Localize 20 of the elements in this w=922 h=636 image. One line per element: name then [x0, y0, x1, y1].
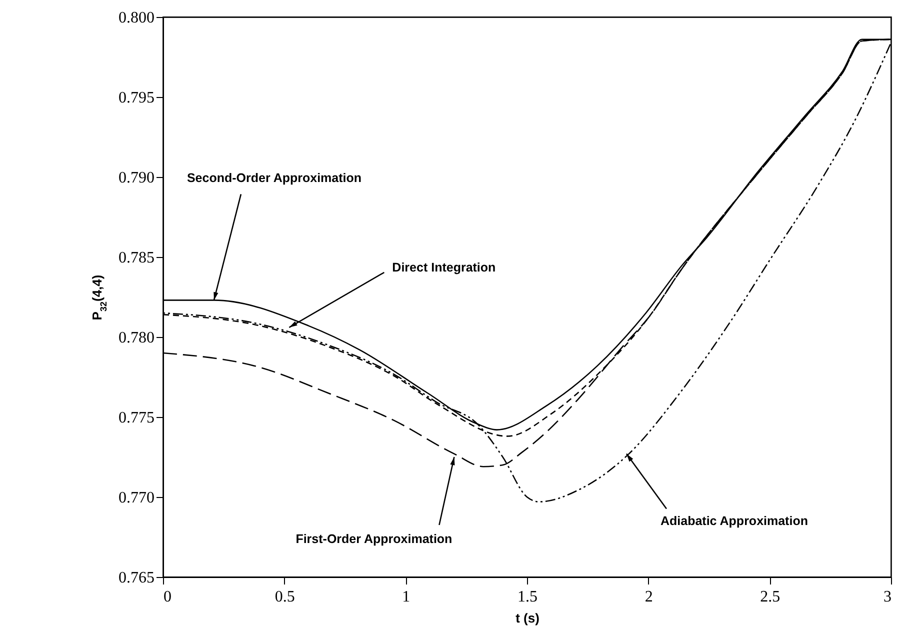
y-tick-label: 0.790 [118, 170, 154, 186]
y-tick-label: 0.785 [118, 250, 154, 266]
annotation: Second-Order Approximation [186, 171, 362, 186]
annotation: Direct Integration [392, 260, 496, 274]
y-tick-label: 0.775 [118, 410, 154, 426]
x-tick-label: 1.5 [518, 588, 538, 606]
x-tick-label: 2.5 [760, 588, 780, 606]
x-tick-label: 2 [644, 588, 653, 606]
annotation: Adiabatic Approximation [660, 514, 808, 528]
x-tick-label: 1 [402, 588, 410, 606]
y-tick-label: 0.795 [118, 90, 154, 106]
x-tick-label: 0.5 [274, 588, 295, 606]
y-tick-label: 0.800 [118, 10, 154, 26]
y-tick-label: 0.765 [118, 570, 154, 586]
annotation: First-Order Approximation [296, 532, 452, 546]
y-tick-label: 0.770 [118, 490, 154, 506]
x-tick-label: 0 [164, 588, 172, 606]
x-tick-label: 3 [884, 588, 892, 606]
y-tick-label: 0.780 [118, 330, 154, 346]
x-axis-title: t (s) [516, 610, 540, 626]
